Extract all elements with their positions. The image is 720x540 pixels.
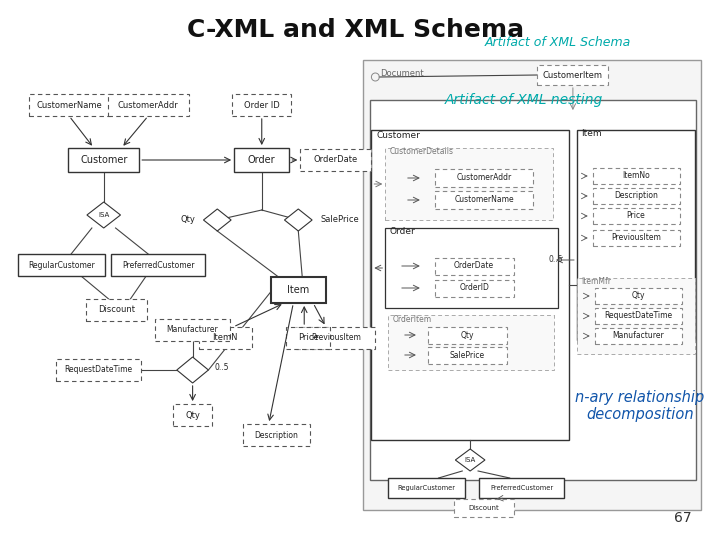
Text: Item: Item [287, 285, 310, 295]
Text: RequestDateTime: RequestDateTime [604, 312, 672, 321]
Text: Order ID: Order ID [244, 100, 279, 110]
Text: Order: Order [248, 155, 276, 165]
Text: Customer: Customer [377, 132, 420, 140]
Text: OrderID: OrderID [459, 284, 489, 293]
Bar [372, 130, 569, 440]
Bar [18, 254, 104, 276]
Text: Qty: Qty [631, 292, 645, 300]
Text: CustomerName: CustomerName [36, 100, 102, 110]
Text: Artifact of XML nesting: Artifact of XML nesting [444, 93, 603, 107]
Bar [388, 478, 465, 498]
Bar [388, 315, 554, 370]
Text: CustomerName: CustomerName [454, 195, 514, 205]
Text: Description: Description [614, 192, 658, 200]
Bar [435, 280, 513, 296]
Bar [56, 359, 141, 381]
Text: Document: Document [380, 69, 424, 78]
Bar [385, 148, 553, 220]
Bar [428, 347, 507, 363]
Bar [577, 130, 696, 340]
Text: C-XML and XML Schema: C-XML and XML Schema [187, 18, 524, 42]
Text: CustomerDetails: CustomerDetails [390, 147, 453, 157]
Text: CustomerAddr: CustomerAddr [118, 100, 179, 110]
Text: 0..5: 0..5 [549, 255, 563, 265]
Text: Manufacturer: Manufacturer [612, 332, 664, 341]
Text: OrderDate: OrderDate [314, 156, 358, 165]
Polygon shape [87, 202, 120, 228]
Text: PreferredCustomer: PreferredCustomer [122, 260, 194, 269]
Text: ItemNo: ItemNo [622, 172, 650, 180]
Polygon shape [177, 357, 208, 383]
Bar [370, 100, 696, 480]
Bar [479, 478, 564, 498]
Bar [593, 168, 680, 184]
Bar [435, 258, 513, 274]
Bar [593, 230, 680, 246]
Text: RegularCustomer: RegularCustomer [397, 485, 456, 491]
Text: Artifact of XML Schema: Artifact of XML Schema [485, 36, 631, 49]
Text: n-ary relationship
decomposition: n-ary relationship decomposition [575, 390, 705, 422]
Bar [300, 149, 372, 171]
Text: PreviousItem: PreviousItem [611, 233, 661, 242]
Bar [297, 327, 375, 349]
Text: Discount: Discount [98, 306, 135, 314]
Bar [271, 277, 326, 303]
Text: ItemN: ItemN [212, 334, 238, 342]
Text: ISA: ISA [464, 457, 476, 463]
Text: Discount: Discount [469, 505, 500, 511]
Text: Qty: Qty [461, 330, 474, 340]
Bar [435, 169, 534, 187]
Bar [428, 327, 507, 343]
Bar [243, 424, 310, 446]
Text: SalePrice: SalePrice [320, 215, 359, 225]
Bar [199, 327, 252, 349]
Text: Customer: Customer [80, 155, 127, 165]
Bar [287, 327, 330, 349]
Polygon shape [204, 209, 231, 231]
Polygon shape [284, 209, 312, 231]
Text: CustomerItem: CustomerItem [543, 71, 603, 79]
Bar [111, 254, 205, 276]
Text: PreviousItem: PreviousItem [311, 334, 361, 342]
Bar [595, 308, 682, 324]
Text: Manufacturer: Manufacturer [167, 326, 218, 334]
Text: OrderItem: OrderItem [392, 314, 431, 323]
Bar [537, 65, 608, 85]
Text: Item: Item [581, 130, 601, 138]
Text: OrderDate: OrderDate [454, 261, 494, 271]
Text: Price: Price [298, 334, 318, 342]
Bar [364, 60, 701, 510]
Bar [595, 288, 682, 304]
Text: PreferredCustomer: PreferredCustomer [490, 485, 553, 491]
Text: CustomerAddr: CustomerAddr [456, 173, 512, 183]
Text: 0..5: 0..5 [215, 363, 229, 373]
Bar [173, 404, 212, 426]
Bar [108, 94, 189, 116]
Text: ISA: ISA [98, 212, 109, 218]
Bar [593, 188, 680, 204]
Text: Qty: Qty [185, 410, 200, 420]
Bar [86, 299, 147, 321]
Text: Order: Order [390, 227, 415, 237]
Text: ItemMfr: ItemMfr [581, 278, 611, 287]
Bar [577, 278, 696, 354]
Text: Price: Price [626, 212, 646, 220]
Bar [68, 148, 139, 172]
Text: RequestDateTime: RequestDateTime [65, 366, 132, 375]
Bar [385, 228, 558, 308]
Bar [29, 94, 109, 116]
Bar [155, 319, 230, 341]
Polygon shape [455, 449, 485, 471]
Text: Qty: Qty [181, 215, 196, 225]
Bar [593, 208, 680, 224]
Bar [454, 499, 513, 517]
Bar [232, 94, 292, 116]
Text: 67: 67 [674, 511, 691, 525]
Bar [435, 191, 534, 209]
Text: RegularCustomer: RegularCustomer [28, 260, 94, 269]
Text: SalePrice: SalePrice [449, 350, 485, 360]
Text: Description: Description [255, 430, 299, 440]
Bar [595, 328, 682, 344]
Bar [234, 148, 289, 172]
